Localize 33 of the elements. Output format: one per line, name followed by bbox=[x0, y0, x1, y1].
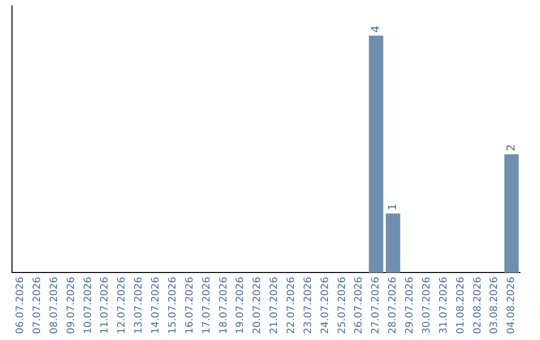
x-tick-label: 19.07.2026 bbox=[235, 276, 246, 334]
x-tick-label: 18.07.2026 bbox=[218, 276, 230, 334]
x-tick-label: 11.07.2026 bbox=[100, 276, 111, 334]
x-tick-label: 04.08.2026 bbox=[506, 276, 518, 334]
x-tick-label: 24.07.2026 bbox=[320, 276, 331, 334]
x-tick-label: 01.08.2026 bbox=[455, 276, 466, 334]
x-tick-label: 07.07.2026 bbox=[32, 276, 43, 334]
x-tick-label: 13.07.2026 bbox=[134, 276, 145, 334]
x-tick-label: 31.07.2026 bbox=[438, 276, 450, 334]
x-tick-label: 23.07.2026 bbox=[302, 276, 314, 334]
x-tick-label: 08.07.2026 bbox=[48, 276, 60, 334]
x-tick-label: 06.07.2026 bbox=[15, 276, 26, 334]
x-tick-label: 14.07.2026 bbox=[150, 276, 162, 334]
x-tick-label: 22.07.2026 bbox=[286, 276, 297, 334]
x-tick-label: 15.07.2026 bbox=[167, 276, 178, 334]
x-tick-label: 09.07.2026 bbox=[66, 276, 77, 334]
x-tick-label: 25.07.2026 bbox=[336, 276, 348, 334]
x-tick-label: 02.08.2026 bbox=[472, 276, 484, 334]
x-tick-label: 03.08.2026 bbox=[489, 276, 500, 334]
x-tick-label: 16.07.2026 bbox=[184, 276, 196, 334]
x-tick-label: 12.07.2026 bbox=[116, 276, 128, 334]
x-tick-label: 29.07.2026 bbox=[404, 276, 416, 334]
x-tick-label: 26.07.2026 bbox=[354, 276, 365, 334]
data-label: 4 bbox=[368, 26, 382, 33]
x-tick-label: 10.07.2026 bbox=[82, 276, 94, 334]
x-tick-label: 21.07.2026 bbox=[269, 276, 280, 334]
x-tick-label: 20.07.2026 bbox=[252, 276, 264, 334]
x-tick-label: 28.07.2026 bbox=[388, 276, 399, 334]
x-tick-label: 17.07.2026 bbox=[201, 276, 212, 334]
data-label: 2 bbox=[504, 144, 518, 152]
data-label: 1 bbox=[386, 203, 399, 210]
x-tick-label: 30.07.2026 bbox=[421, 276, 432, 334]
x-tick-label: 27.07.2026 bbox=[370, 276, 382, 334]
